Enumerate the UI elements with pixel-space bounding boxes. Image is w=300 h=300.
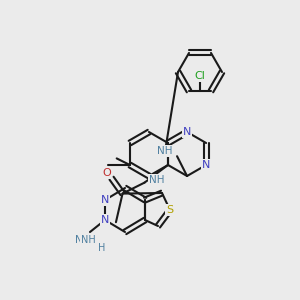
Text: Cl: Cl [195, 71, 206, 81]
Text: NH₂: NH₂ [75, 235, 95, 245]
Text: N: N [183, 127, 191, 137]
Text: H: H [98, 243, 106, 253]
Text: N: N [202, 160, 210, 170]
Text: N: N [101, 195, 109, 205]
Text: O: O [102, 168, 111, 178]
Text: N: N [101, 215, 109, 225]
Text: NH: NH [149, 175, 164, 184]
Text: NH: NH [157, 146, 173, 156]
Text: S: S [167, 205, 174, 215]
Text: NH: NH [81, 235, 95, 245]
